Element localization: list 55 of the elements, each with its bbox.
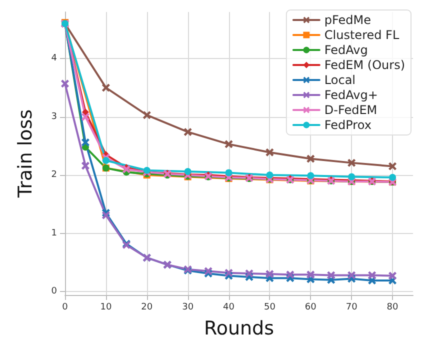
x-tick-label: 30 <box>182 302 194 312</box>
point <box>81 112 90 121</box>
y-tick-label: 3 <box>51 112 57 122</box>
point <box>266 148 274 156</box>
y-tick-label: 4 <box>51 54 58 64</box>
point <box>348 173 356 180</box>
point <box>307 172 314 180</box>
x-tick-label: 10 <box>100 302 112 312</box>
y-axis-title: Train loss <box>14 109 36 199</box>
y-tick-label: 1 <box>51 228 57 238</box>
x-tick-label: 0 <box>62 302 68 312</box>
legend-label: FedAvg <box>324 43 368 57</box>
legend-label: FedAvg+ <box>324 88 378 102</box>
point <box>122 165 130 174</box>
point <box>102 84 110 92</box>
x-tick-label: 50 <box>264 302 276 312</box>
point <box>388 272 397 280</box>
point <box>102 156 110 164</box>
y-tick-label: 0 <box>51 286 58 297</box>
point <box>266 172 274 179</box>
point <box>348 158 356 167</box>
point <box>82 108 89 116</box>
point <box>81 138 90 146</box>
point <box>224 268 233 277</box>
point <box>225 169 232 176</box>
point <box>142 111 151 120</box>
legend-label: FedEM (Ours) <box>324 58 406 72</box>
point <box>306 270 315 279</box>
legend-label: Clustered FL <box>324 28 400 42</box>
point <box>81 162 90 170</box>
point <box>184 128 192 136</box>
point <box>348 271 356 280</box>
legend-label: D-FedEM <box>324 103 378 117</box>
x-tick-label: 40 <box>223 302 235 312</box>
legend-label: FedProx <box>324 118 372 132</box>
y-tick-label: 2 <box>51 170 57 180</box>
point <box>61 80 69 88</box>
point <box>389 174 396 181</box>
point <box>224 140 233 148</box>
point <box>102 211 110 220</box>
point <box>368 271 376 280</box>
point <box>286 270 294 279</box>
point <box>306 154 315 163</box>
legend-label: Local <box>324 73 356 87</box>
x-tick-label: 60 <box>304 302 317 312</box>
x-tick-label: 80 <box>386 302 399 312</box>
x-tick-label: 20 <box>141 302 153 312</box>
point <box>327 271 336 280</box>
point <box>245 269 254 278</box>
point <box>266 270 274 278</box>
legend-label: pFedMe <box>324 13 372 27</box>
point <box>388 162 397 170</box>
x-tick-label: 70 <box>346 302 358 312</box>
point <box>184 168 192 176</box>
x-axis-title: Rounds <box>204 318 274 340</box>
